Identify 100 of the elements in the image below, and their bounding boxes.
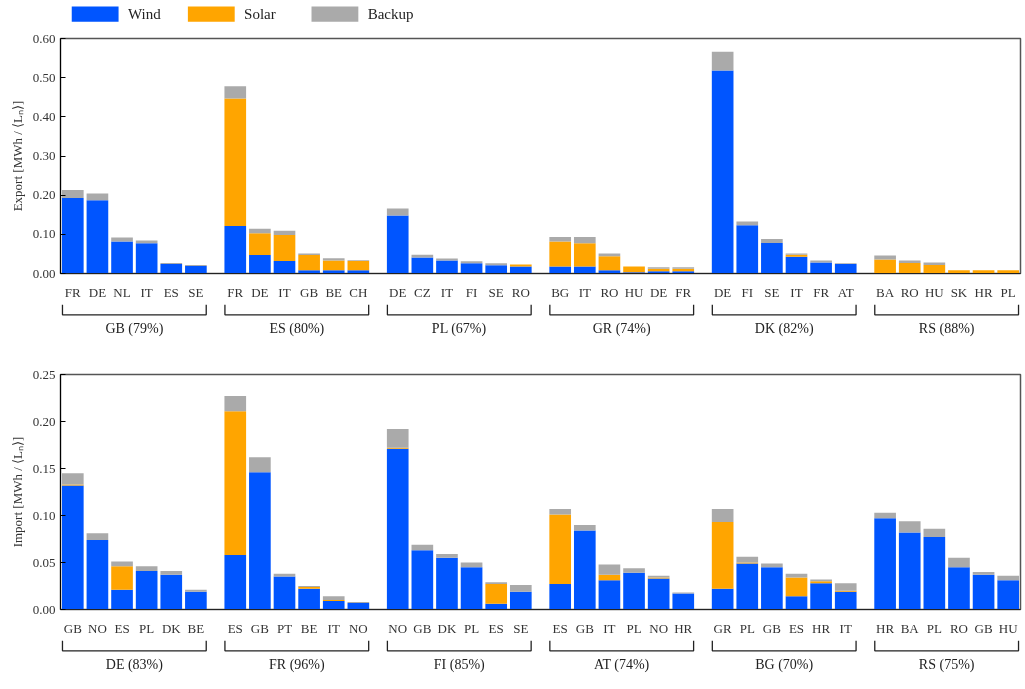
text: GR (74%) [592, 321, 652, 338]
legend-label: Solar [244, 6, 276, 23]
x-tick-label: IT [839, 620, 852, 636]
y-axis-title: Import [MWh / ⟨Lₙ⟩] [9, 436, 25, 548]
x-tick-label: FR [813, 284, 830, 300]
text: ES (80%) [269, 321, 325, 338]
x-tick-label: GB [974, 620, 993, 636]
x-tick-label: FR [227, 284, 244, 300]
x-tick-label: IT [440, 284, 454, 300]
x-tick-label: BE [187, 620, 205, 636]
x-tick-label: ES [227, 620, 243, 636]
x-tick-label: RO [511, 284, 530, 300]
x-tick-label: GB [300, 284, 319, 300]
legend-label: Wind [127, 6, 162, 23]
x-tick-label: HR [674, 620, 693, 636]
y-axis-title: Export [MWh / ⟨Lₙ⟩] [9, 100, 25, 212]
text: FR (96%) [269, 657, 325, 674]
text: DE (83%) [105, 657, 164, 674]
y-tick-label: 0.10 [32, 226, 56, 242]
x-tick-label: RO [900, 284, 919, 300]
x-tick-label: HR [876, 620, 895, 636]
x-tick-label: PL [1000, 284, 1016, 300]
y-tick-label: 0.25 [32, 366, 56, 382]
text: BG (70%) [755, 657, 814, 674]
x-tick-label: NO [348, 620, 368, 636]
text: RS (75%) [918, 657, 975, 674]
x-tick-label: GB [413, 620, 432, 636]
text: DK (82%) [754, 321, 814, 338]
x-tick-label: PL [926, 620, 942, 636]
x-tick-label: ES [488, 620, 504, 636]
x-tick-label: GB [575, 620, 595, 636]
text: GB (79%) [105, 321, 164, 338]
x-tick-label: AT [837, 284, 854, 300]
x-tick-label: PT [276, 620, 293, 636]
x-tick-label: ES [114, 620, 130, 636]
y-tick-label: 0.50 [32, 69, 56, 85]
x-tick-label: DE [88, 284, 107, 300]
x-tick-label: DK [437, 620, 457, 636]
y-tick-label: 0.60 [32, 30, 56, 46]
x-tick-label: GB [63, 620, 83, 636]
x-tick-label: DE [389, 284, 407, 300]
x-tick-label: SK [950, 284, 968, 300]
x-tick-label: ES [552, 620, 568, 636]
y-tick-label: 0.30 [32, 148, 56, 163]
x-tick-label: DE [713, 284, 732, 300]
x-tick-label: GR [713, 620, 733, 636]
text: PL (67%) [431, 321, 487, 338]
y-tick-label: 0.15 [32, 460, 56, 476]
y-tick-label: 0.40 [32, 108, 56, 124]
x-tick-label: PL [463, 620, 480, 636]
x-tick-label: RO [600, 284, 619, 300]
text: FI (85%) [433, 657, 486, 674]
x-tick-label: DE [649, 284, 668, 300]
x-tick-label: NO [88, 620, 107, 636]
x-tick-label: PL [139, 620, 155, 636]
x-tick-label: ES [163, 284, 179, 300]
x-tick-label: BE [300, 620, 318, 636]
x-tick-label: IT [790, 284, 803, 300]
x-tick-label: PL [626, 620, 642, 636]
x-tick-label: DK [161, 620, 182, 636]
x-tick-label: SE [513, 620, 529, 636]
x-tick-label: GB [250, 620, 270, 636]
x-tick-label: FR [64, 284, 82, 300]
x-tick-label: BA [900, 620, 920, 636]
x-tick-label: FR [675, 284, 692, 300]
y-tick-label: 0.05 [32, 554, 56, 570]
text: AT (74%) [593, 657, 650, 674]
x-tick-label: HU [998, 620, 1019, 636]
x-tick-label: IT [278, 284, 291, 300]
x-tick-label: SE [188, 284, 204, 300]
x-tick-label: HU [924, 284, 945, 300]
x-tick-label: CZ [414, 284, 431, 300]
legend-label: Backup [367, 6, 414, 23]
x-tick-label: HU [624, 284, 645, 300]
x-tick-label: HR [974, 284, 993, 300]
x-tick-label: GB [762, 620, 782, 636]
x-tick-label: FI [465, 284, 478, 300]
y-tick-label: 0.00 [32, 265, 56, 281]
x-tick-label: NO [388, 620, 408, 636]
x-tick-label: DE [251, 284, 269, 300]
y-tick-label: 0.20 [32, 187, 56, 203]
x-tick-label: NL [113, 284, 131, 300]
x-tick-label: PL [739, 620, 755, 636]
y-tick-label: 0.00 [32, 601, 56, 617]
text: RS (88%) [918, 321, 975, 338]
y-tick-label: 0.20 [32, 413, 56, 429]
x-tick-label: BE [325, 284, 343, 300]
x-tick-label: SE [488, 284, 504, 300]
x-tick-label: ES [788, 620, 805, 636]
x-tick-label: IT [140, 284, 153, 300]
x-tick-label: CH [349, 284, 368, 300]
x-tick-label: IT [603, 620, 616, 636]
x-tick-label: NO [649, 620, 669, 636]
x-tick-label: IT [327, 620, 340, 636]
x-tick-label: HR [812, 620, 831, 636]
x-tick-label: SE [764, 284, 780, 300]
x-tick-label: BA [876, 284, 895, 300]
x-tick-label: RO [949, 620, 968, 636]
x-tick-label: FI [741, 284, 754, 300]
x-tick-label: BG [551, 284, 570, 300]
